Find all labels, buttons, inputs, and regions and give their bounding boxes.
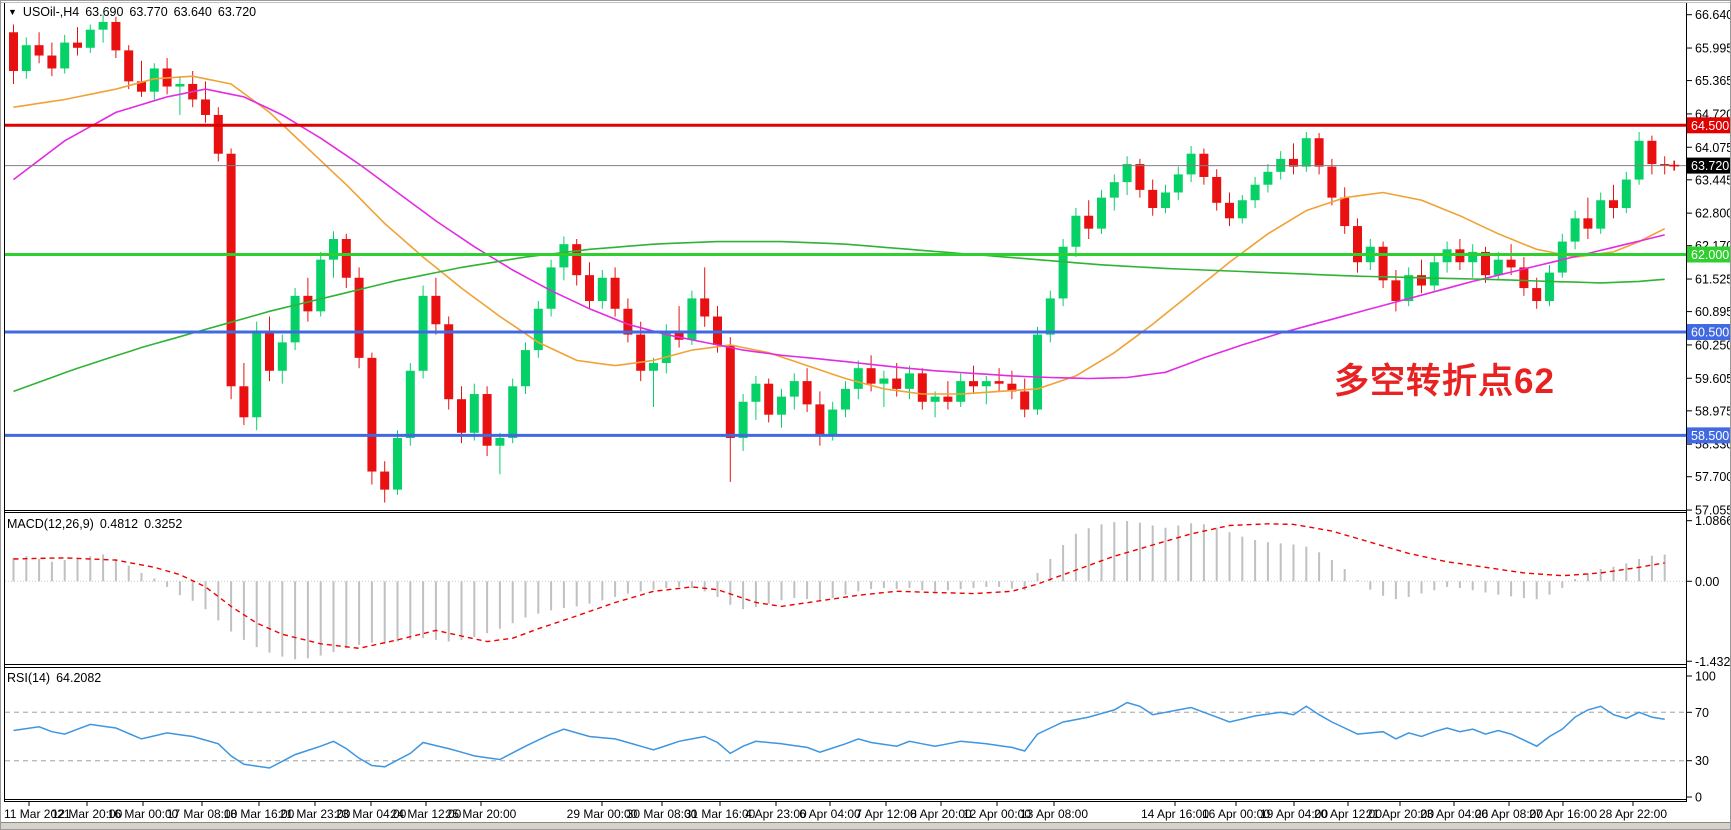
- svg-text:65.995: 65.995: [1695, 42, 1731, 56]
- price-badge-63.720: [1687, 157, 1730, 174]
- chart-annotation-text[interactable]: 多空转折点62: [1334, 362, 1555, 401]
- rsi-name: RSI(14): [7, 671, 51, 685]
- svg-text:0: 0: [1695, 791, 1702, 805]
- horizontal-price-lines[interactable]: [5, 123, 1686, 437]
- time-label: 29 Mar 00:00: [567, 807, 638, 821]
- time-label: 30 Mar 08:00: [627, 807, 698, 821]
- svg-text:63.445: 63.445: [1695, 173, 1731, 187]
- svg-text:64.075: 64.075: [1695, 141, 1731, 155]
- time-label: 13 Apr 08:00: [1020, 807, 1088, 821]
- svg-text:61.525: 61.525: [1695, 273, 1731, 287]
- price-axis: 66.64065.99565.36564.72064.07563.44562.8…: [1687, 8, 1731, 518]
- time-label: 18 Mar 16:00: [224, 807, 295, 821]
- ohlc-open: 63.690: [85, 5, 124, 19]
- ohlc-high: 63.770: [129, 5, 168, 19]
- time-label: 24 Mar 12:00: [391, 807, 462, 821]
- macd-signal-value: 0.3252: [144, 517, 183, 531]
- time-label: 14 Apr 16:00: [1141, 807, 1209, 821]
- svg-text:100: 100: [1695, 670, 1716, 684]
- symbol-timeframe-label: USOil-,H4: [22, 5, 80, 19]
- ma-mid-magenta-line: [13, 88, 1665, 380]
- svg-text:57.700: 57.700: [1695, 470, 1731, 484]
- svg-text:66.640: 66.640: [1695, 8, 1731, 22]
- time-label: 27 Apr 16:00: [1529, 807, 1597, 821]
- svg-text:0.00: 0.00: [1695, 575, 1719, 589]
- svg-text:58.975: 58.975: [1695, 404, 1731, 418]
- time-label: 31 Mar 16:00: [685, 807, 756, 821]
- time-label: 12 Mar 20:00: [52, 807, 123, 821]
- time-label: 6 Apr 04:00: [799, 807, 861, 821]
- time-label: 23 Mar 04:00: [336, 807, 407, 821]
- time-label: 16 Mar 00:00: [108, 807, 179, 821]
- time-label: 17 Mar 08:00: [167, 807, 238, 821]
- time-label: 12 Apr 00:00: [963, 807, 1031, 821]
- macd-panel[interactable]: 1.0866 0.00 -1.4328: [5, 514, 1731, 669]
- symbol-info: ▼ USOil-,H4 63.690 63.770 63.640 63.720: [8, 5, 256, 19]
- svg-text:60.895: 60.895: [1695, 305, 1731, 319]
- svg-text:60.500: 60.500: [1691, 326, 1729, 340]
- svg-text:58.500: 58.500: [1691, 429, 1729, 443]
- svg-text:1.0866: 1.0866: [1695, 514, 1731, 528]
- ohlc-close: 63.720: [217, 5, 257, 19]
- time-label: 21 Mar 23:00: [280, 807, 351, 821]
- svg-text:65.365: 65.365: [1695, 74, 1731, 88]
- time-label: 8 Apr 20:00: [910, 807, 972, 821]
- last-price-marker: [1669, 160, 1680, 171]
- panel-borders: [1, 2, 1730, 802]
- svg-text:70: 70: [1695, 706, 1709, 720]
- svg-text:30: 30: [1695, 754, 1709, 768]
- svg-text:-1.4328: -1.4328: [1695, 655, 1731, 669]
- price-badge-60.500: [1687, 324, 1730, 341]
- price-badge-62.000: [1687, 246, 1730, 263]
- collapse-chart-icon[interactable]: ▼: [8, 7, 17, 17]
- svg-text:57.055: 57.055: [1695, 504, 1731, 518]
- ohlc-low: 63.640: [173, 5, 212, 19]
- macd-main-value: 0.4812: [99, 517, 139, 531]
- time-label: 20 Apr 12:00: [1314, 807, 1382, 821]
- moving-averages-layer: [13, 75, 1666, 395]
- svg-text:59.605: 59.605: [1695, 372, 1731, 386]
- svg-text:62.000: 62.000: [1691, 248, 1729, 262]
- svg-text:60.250: 60.250: [1695, 338, 1731, 352]
- time-label: 4 Apr 23:00: [745, 807, 807, 821]
- macd-signal-line: [13, 523, 1665, 650]
- window-bottom-bar: [1, 822, 1730, 829]
- price-badge-58.500: [1687, 427, 1730, 444]
- rsi-value: 64.2082: [56, 671, 102, 685]
- candles-layer[interactable]: [9, 14, 1670, 503]
- time-label: 7 Apr 12:00: [855, 807, 917, 821]
- macd-indicator-label: MACD(12,26,9) 0.4812 0.3252: [7, 517, 182, 531]
- ma-fast-orange-line: [13, 75, 1666, 395]
- time-label: 19 Apr 04:00: [1260, 807, 1328, 821]
- macd-name: MACD(12,26,9): [7, 517, 94, 531]
- time-label: 11 Mar 2021: [4, 807, 71, 821]
- price-badge-64.500: [1687, 117, 1730, 134]
- time-label: 26 Apr 08:00: [1475, 807, 1543, 821]
- ma-slow-green-line: [13, 240, 1665, 393]
- time-label: 25 Mar 20:00: [446, 807, 517, 821]
- time-label: 16 Apr 00:00: [1202, 807, 1270, 821]
- rsi-panel[interactable]: 100 70 30 0: [5, 670, 1716, 805]
- time-label: 23 Apr 04:00: [1420, 807, 1488, 821]
- svg-text:63.720: 63.720: [1691, 159, 1729, 173]
- svg-text:64.500: 64.500: [1691, 119, 1729, 133]
- svg-text:62.800: 62.800: [1695, 207, 1731, 221]
- time-label: 21 Apr 20:00: [1366, 807, 1434, 821]
- rsi-indicator-label: RSI(14) 64.2082: [7, 671, 101, 685]
- time-label: 28 Apr 22:00: [1599, 807, 1667, 821]
- rsi-line: [13, 701, 1665, 769]
